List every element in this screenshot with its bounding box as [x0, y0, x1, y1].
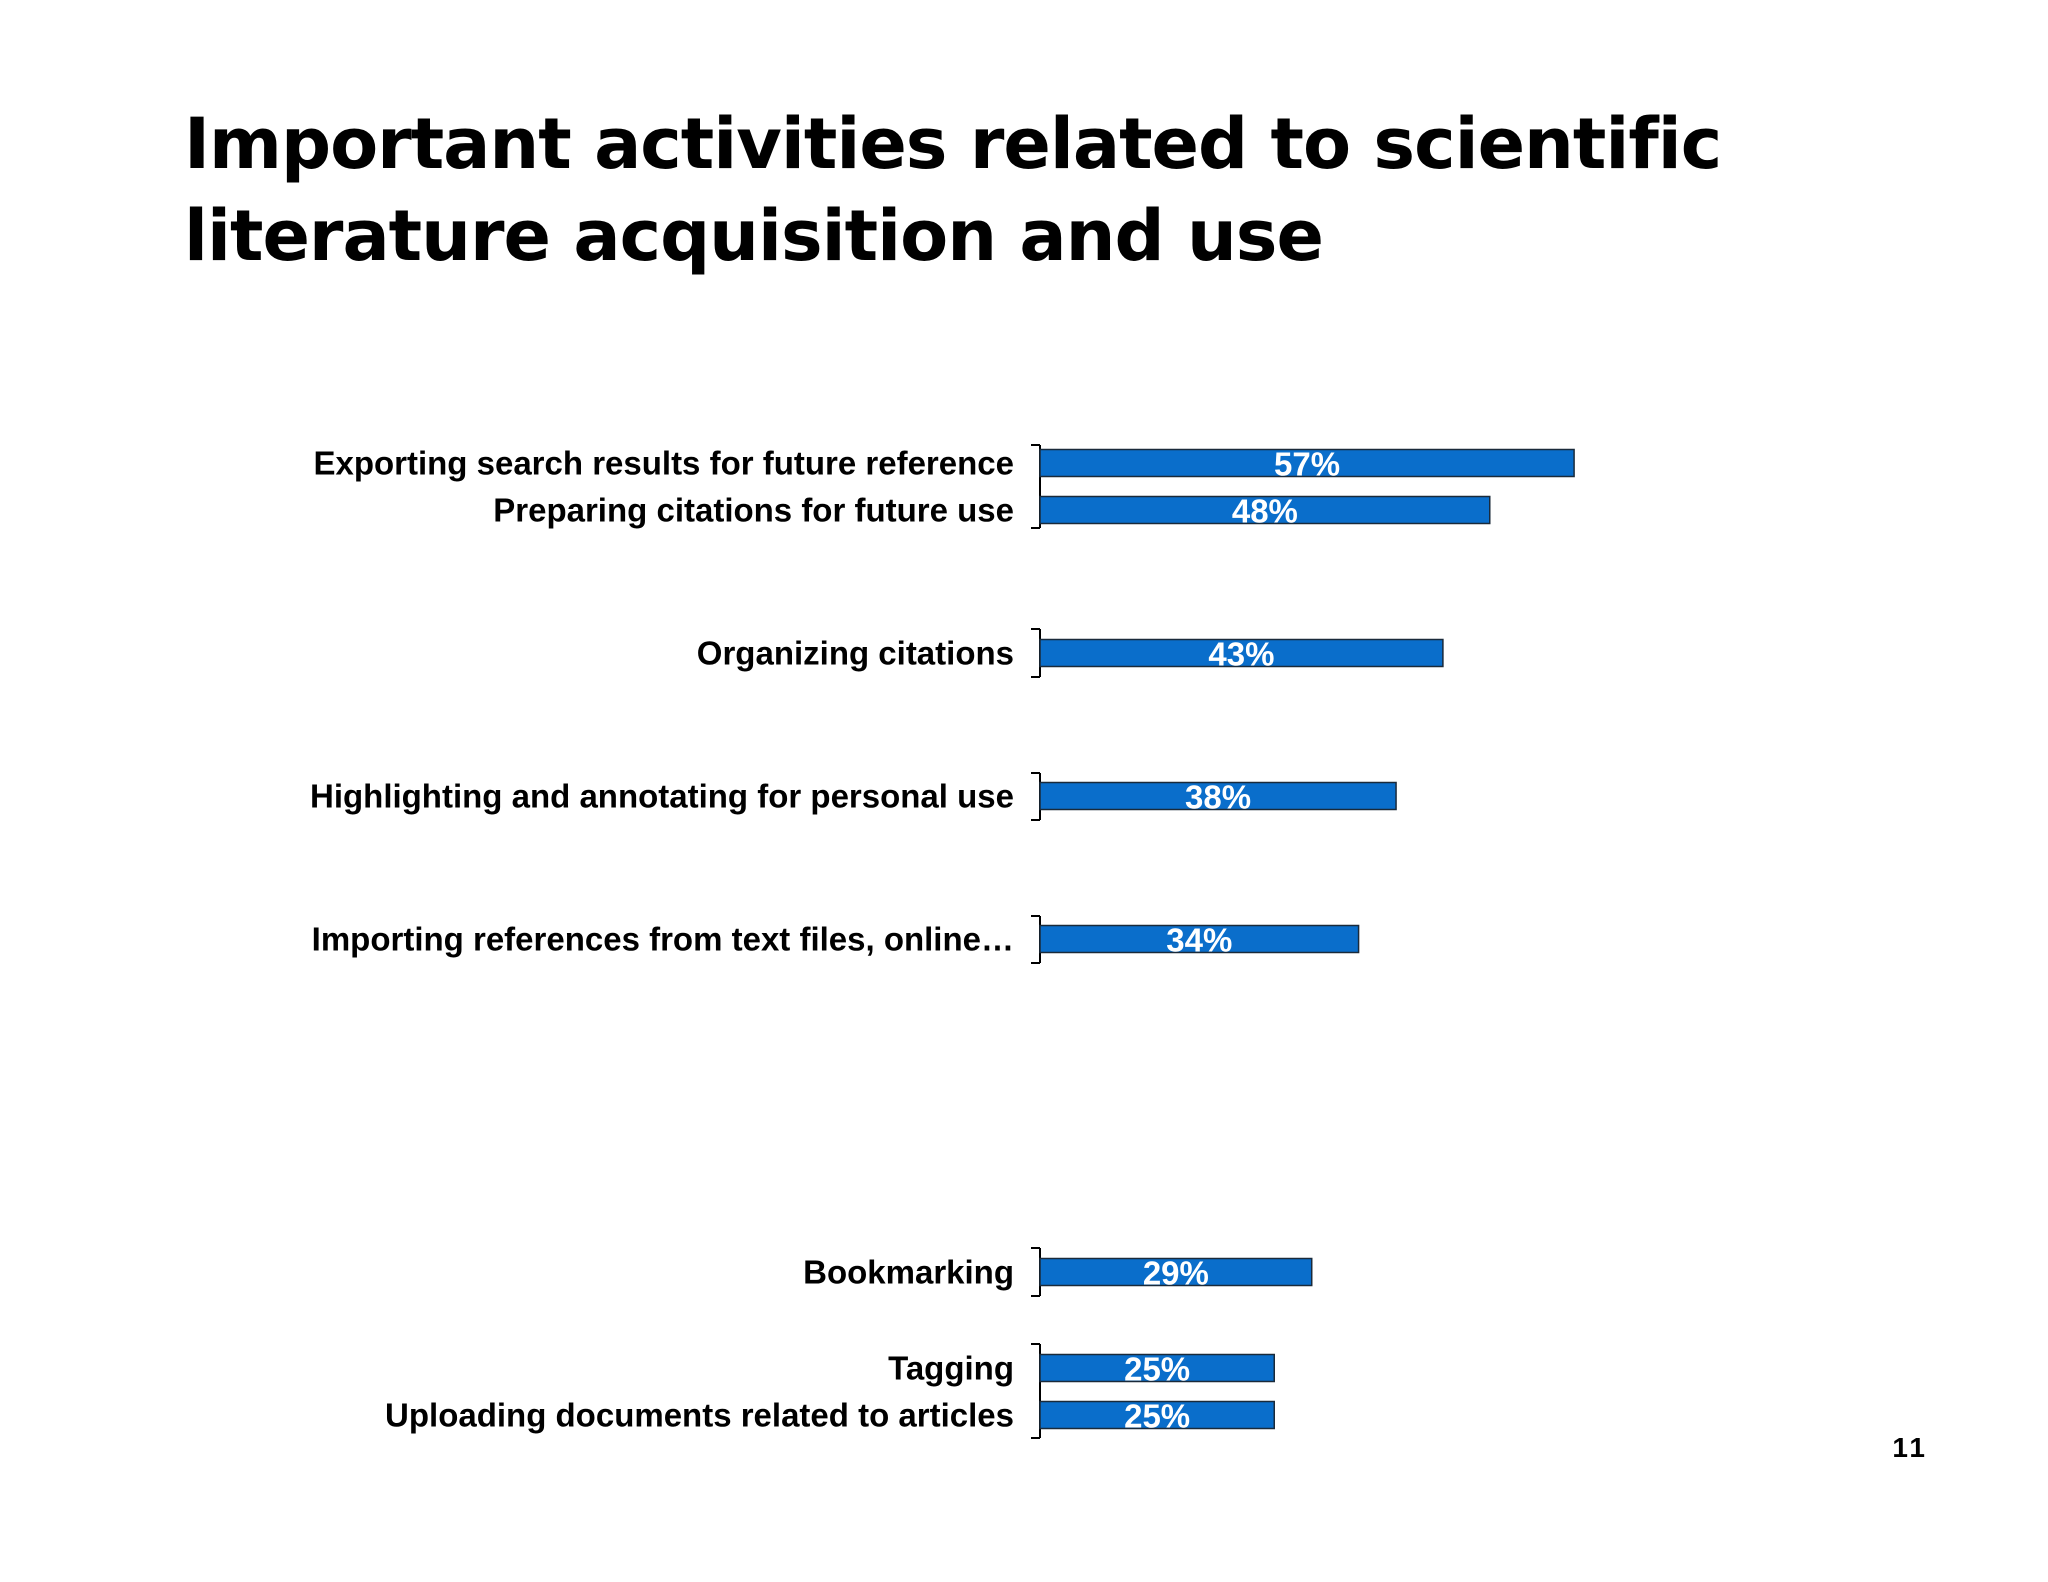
category-label: Importing references from text files, on… [312, 921, 1014, 958]
chart-value-labels: 57% 48% 43% 38% 34% 29% 25% 25% [1124, 446, 1340, 1435]
value-label: 29% [1143, 1255, 1209, 1292]
category-label: Bookmarking [803, 1254, 1014, 1291]
value-label: 57% [1274, 446, 1340, 483]
value-label: 43% [1208, 636, 1274, 673]
bar [1039, 924, 1360, 954]
chart-category-labels: Exporting search results for future refe… [310, 445, 1014, 1434]
chart-axis [1031, 444, 1041, 1439]
page-number: 11 [1892, 1432, 1928, 1463]
value-label: 25% [1124, 1398, 1190, 1435]
value-label: 48% [1232, 493, 1298, 530]
category-label: Exporting search results for future refe… [313, 445, 1014, 482]
chart-bars [1039, 448, 1575, 1430]
slide-title-line-2: literature acquisition and use [184, 195, 1324, 277]
value-label: 38% [1185, 779, 1251, 816]
slide-title: Important activities related to scientif… [184, 98, 1884, 282]
bar [1039, 1400, 1275, 1430]
value-label: 25% [1124, 1351, 1190, 1388]
category-label: Uploading documents related to articles [385, 1397, 1014, 1434]
slide-title-line-1: Important activities related to scientif… [184, 103, 1722, 185]
bar [1039, 781, 1397, 811]
bar [1039, 1353, 1275, 1383]
bar [1039, 448, 1575, 478]
value-label: 34% [1166, 922, 1232, 959]
bar [1039, 495, 1491, 525]
category-label: Highlighting and annotating for personal… [310, 778, 1014, 815]
bar [1039, 638, 1444, 668]
bar [1039, 1257, 1313, 1287]
category-label: Tagging [888, 1350, 1014, 1387]
category-label: Preparing citations for future use [493, 492, 1014, 529]
category-label: Organizing citations [697, 635, 1014, 672]
